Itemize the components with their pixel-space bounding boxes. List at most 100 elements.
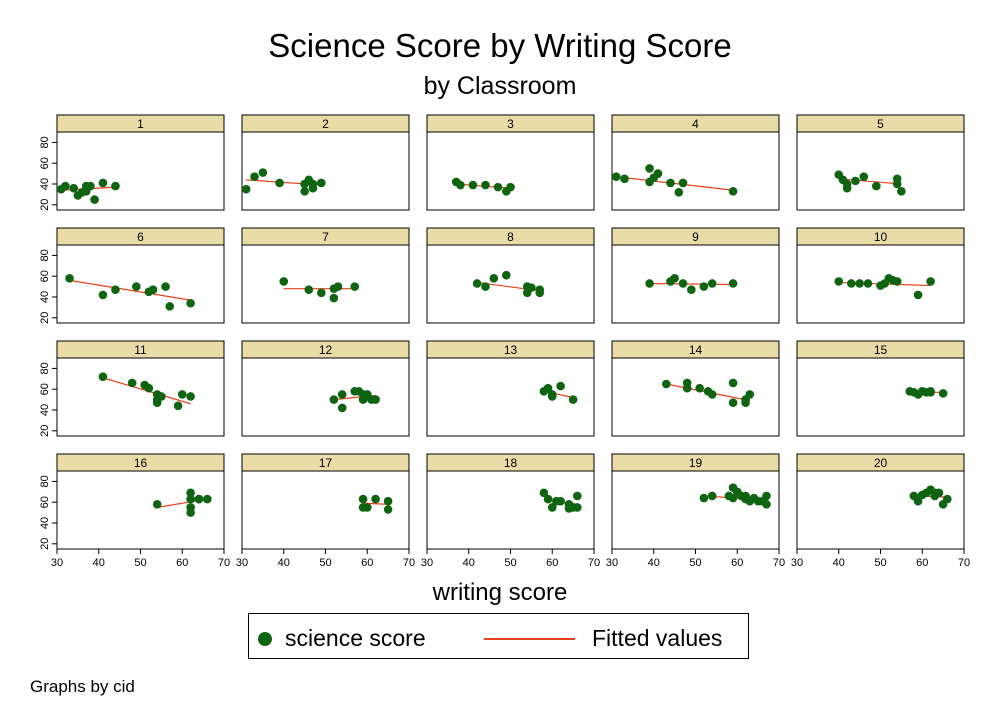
y-tick-label-6-80: 80 <box>39 249 51 261</box>
fit-line-5 <box>838 178 902 185</box>
legend-line-fitted-values <box>484 638 575 640</box>
x-tick-label-20-70: 70 <box>958 557 970 569</box>
point-19-4 <box>728 493 738 503</box>
point-7-1 <box>304 285 314 295</box>
legend-label-science-score: science score <box>285 625 426 651</box>
y-tick-label-16-40: 40 <box>39 517 51 529</box>
point-14-10 <box>745 390 755 399</box>
point-7-4 <box>329 293 339 303</box>
x-tick-label-17-60: 60 <box>361 557 373 569</box>
legend-label-fitted-values: Fitted values <box>592 625 723 651</box>
point-2-0 <box>241 184 251 194</box>
panel-strip-label-5: 5 <box>877 117 884 131</box>
point-17-5 <box>383 505 393 514</box>
point-1-10 <box>111 181 120 191</box>
point-11-9 <box>177 390 187 399</box>
point-8-3 <box>502 270 511 280</box>
point-17-0 <box>358 494 368 504</box>
point-4-2 <box>645 164 654 173</box>
point-4-6 <box>653 169 663 178</box>
point-14-5 <box>707 390 717 399</box>
x-tick-label-16-50: 50 <box>134 557 146 569</box>
panel-plot-15 <box>796 357 965 437</box>
y-tick-label-16-60: 60 <box>39 496 51 508</box>
point-7-6 <box>350 282 360 291</box>
y-tick-label-1-60: 60 <box>39 157 51 169</box>
panel-strip-label-16: 16 <box>134 456 148 470</box>
fit-line-9 <box>649 282 734 286</box>
point-12-1 <box>337 403 347 413</box>
point-5-5 <box>859 172 869 182</box>
y-tick-label-11-20: 20 <box>39 425 51 437</box>
point-11-8 <box>173 401 183 411</box>
point-2-9 <box>317 178 326 188</box>
point-9-6 <box>707 279 717 288</box>
panel-strip-label-18: 18 <box>504 456 518 470</box>
point-1-9 <box>98 178 108 188</box>
point-20-9 <box>943 494 952 504</box>
point-6-1 <box>98 290 108 300</box>
x-tick-label-19-70: 70 <box>773 557 785 569</box>
point-10-10 <box>926 277 935 286</box>
point-6-8 <box>186 298 195 308</box>
x-tick-label-17-40: 40 <box>278 557 290 569</box>
panel-plot-6 <box>56 244 225 324</box>
point-18-9 <box>573 503 582 512</box>
x-tick-label-20-40: 40 <box>833 557 845 569</box>
x-tick-label-16-40: 40 <box>93 557 105 569</box>
panel-strip-label-12: 12 <box>319 343 333 357</box>
point-4-1 <box>620 174 629 184</box>
panel-strip-label-19: 19 <box>689 456 703 470</box>
x-tick-label-18-50: 50 <box>504 557 516 569</box>
point-9-0 <box>645 279 654 288</box>
point-18-2 <box>547 503 557 512</box>
point-6-2 <box>111 285 120 295</box>
panel-strip-label-15: 15 <box>874 343 888 357</box>
x-tick-label-20-30: 30 <box>791 557 803 569</box>
point-2-1 <box>250 172 259 182</box>
y-tick-label-11-40: 40 <box>39 404 51 416</box>
point-3-1 <box>456 180 465 190</box>
panel-strip-label-9: 9 <box>692 230 699 244</box>
point-16-7 <box>203 494 212 504</box>
point-17-2 <box>362 503 372 512</box>
point-6-6 <box>161 282 170 291</box>
point-10-0 <box>834 277 844 286</box>
point-11-3 <box>144 383 154 393</box>
legend: science score Fitted values <box>248 613 749 659</box>
point-14-2 <box>682 383 692 393</box>
panel-plot-17 <box>241 470 410 550</box>
point-2-4 <box>300 186 309 196</box>
point-10-9 <box>913 290 923 300</box>
panel-strip-label-14: 14 <box>689 343 703 357</box>
point-14-6 <box>728 378 738 388</box>
point-13-1 <box>543 383 553 393</box>
x-tick-label-19-50: 50 <box>689 557 701 569</box>
point-2-3 <box>275 178 284 188</box>
x-tick-label-19-30: 30 <box>606 557 618 569</box>
point-8-2 <box>489 273 499 283</box>
point-4-8 <box>674 188 684 197</box>
panel-strip-label-4: 4 <box>692 117 699 131</box>
panel-plot-3 <box>426 131 595 211</box>
point-19-14 <box>762 499 771 509</box>
chart-subtitle: by Classroom <box>423 72 577 100</box>
point-7-2 <box>317 288 326 298</box>
point-4-10 <box>728 186 738 196</box>
point-5-6 <box>872 181 881 191</box>
panel-strip-label-10: 10 <box>874 230 888 244</box>
point-6-3 <box>132 282 141 291</box>
point-19-0 <box>699 493 709 503</box>
point-5-9 <box>897 186 906 196</box>
point-6-5 <box>148 285 158 295</box>
point-4-7 <box>666 178 675 188</box>
point-3-3 <box>481 180 490 190</box>
point-2-2 <box>258 168 268 177</box>
point-9-5 <box>699 282 709 291</box>
point-14-7 <box>728 398 738 408</box>
y-tick-label-6-60: 60 <box>39 270 51 282</box>
point-3-2 <box>468 180 478 190</box>
panel-strip-label-3: 3 <box>507 117 514 131</box>
chart-title: Science Score by Writing Score <box>268 27 732 64</box>
